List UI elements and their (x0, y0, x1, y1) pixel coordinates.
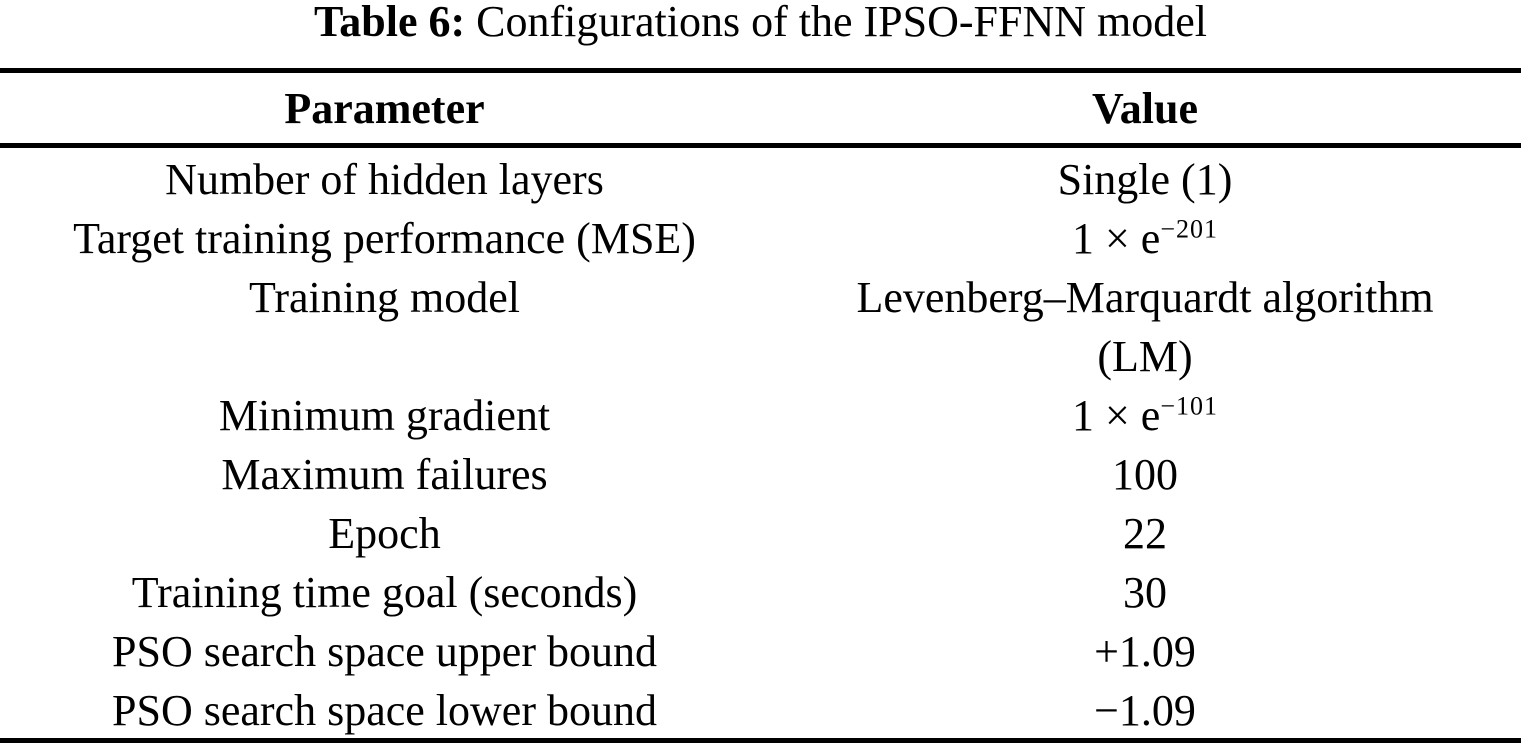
parameter-cell: Maximum failures (221, 450, 548, 499)
value-text: 30 (1123, 568, 1167, 617)
parameter-cell: PSO search space upper bound (112, 627, 657, 676)
value-text: 22 (1123, 509, 1167, 558)
value-cell: 30 (769, 563, 1521, 622)
table-bottom-rule (0, 738, 1521, 743)
table-row: Minimum gradient 1 × e−101 (0, 386, 1521, 445)
table-row: Number of hidden layers Single (1) (0, 150, 1521, 209)
value-cell: Single (1) (769, 150, 1521, 209)
value-cell: 1 × e−201 (769, 209, 1521, 268)
value-cell: Levenberg–Marquardt algorithm (LM) (769, 268, 1521, 386)
table-header-row: Parameter Value (0, 73, 1521, 143)
parameter-cell: Target training performance (MSE) (73, 214, 696, 263)
value-cell: −1.09 (769, 681, 1521, 740)
value-second-line: (LM) (1097, 332, 1193, 381)
value-cell: 1 × e−101 (769, 386, 1521, 445)
value-text: 1 × e (1071, 214, 1161, 263)
value-text: Levenberg–Marquardt algorithm (856, 273, 1434, 322)
value-cell: 100 (769, 445, 1521, 504)
table-row: Training model Levenberg–Marquardt algor… (0, 268, 1521, 386)
column-header-parameter: Parameter (284, 83, 485, 133)
parameter-cell: PSO search space lower bound (112, 686, 657, 735)
table-row: Maximum failures 100 (0, 445, 1521, 504)
table-top-rule (0, 68, 1521, 73)
exponent-superscript: −101 (1160, 391, 1218, 421)
caption-label: Table 6: (313, 0, 466, 46)
table-row: PSO search space lower bound −1.09 (0, 681, 1521, 740)
value-text: Single (1) (1057, 155, 1233, 204)
table-caption: Table 6: Configurations of the IPSO-FFNN… (0, 0, 1521, 44)
value-cell: 22 (769, 504, 1521, 563)
value-text: 100 (1112, 450, 1178, 499)
exponent-superscript: −201 (1160, 214, 1218, 244)
parameter-cell: Minimum gradient (218, 391, 551, 440)
table-header-rule (0, 143, 1521, 148)
value-text: 1 × e (1071, 391, 1161, 440)
table-row: Target training performance (MSE) 1 × e−… (0, 209, 1521, 268)
table-row: Training time goal (seconds) 30 (0, 563, 1521, 622)
caption-text: Configurations of the IPSO-FFNN model (476, 0, 1208, 46)
table-row: PSO search space upper bound +1.09 (0, 622, 1521, 681)
parameter-cell: Training model (249, 273, 520, 322)
value-text: −1.09 (1094, 686, 1196, 735)
table-body: Number of hidden layers Single (1) Targe… (0, 150, 1521, 740)
parameter-cell: Number of hidden layers (165, 155, 604, 204)
parameter-cell: Training time goal (seconds) (131, 568, 638, 617)
value-cell: +1.09 (769, 622, 1521, 681)
column-header-value: Value (1092, 83, 1198, 133)
value-text: +1.09 (1094, 627, 1196, 676)
parameter-cell: Epoch (328, 509, 441, 558)
table-row: Epoch 22 (0, 504, 1521, 563)
